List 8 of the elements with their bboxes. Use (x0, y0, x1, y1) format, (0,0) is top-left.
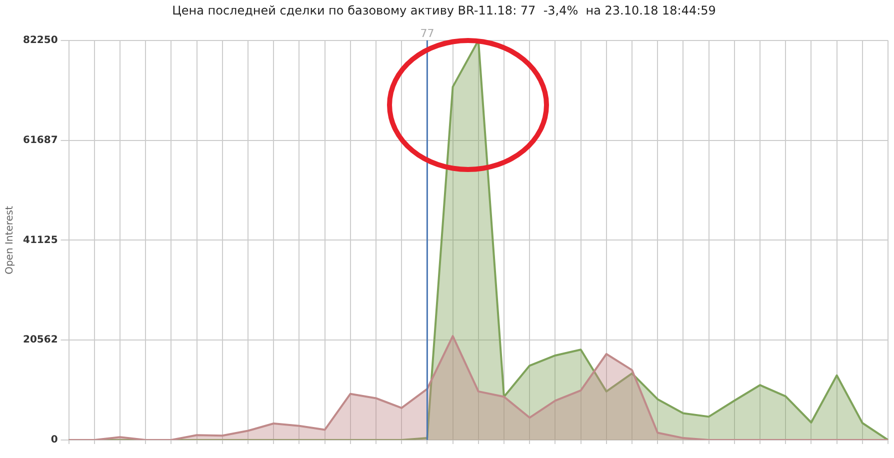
y-tick-label: 41125 (22, 234, 58, 246)
y-axis-title: Open Interest (4, 206, 16, 274)
y-tick-label: 61687 (22, 134, 58, 146)
chart-title: Цена последней сделки по базовому активу BR-11.18: 77 -3,4% на 23.10.18 18:44:59 (172, 3, 716, 18)
text: 77 (420, 26, 434, 40)
y-tick-label: 0 (50, 434, 58, 446)
y-tick-label: 20562 (22, 334, 58, 346)
y-tick-label: 82250 (22, 34, 58, 46)
